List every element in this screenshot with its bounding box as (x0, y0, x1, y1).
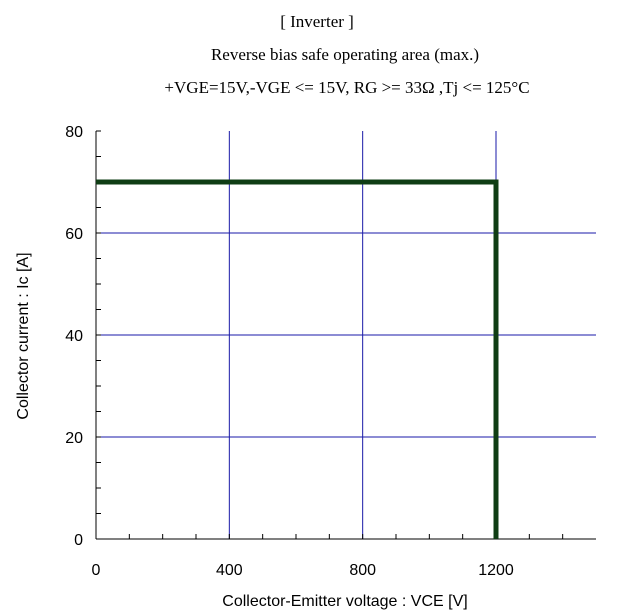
x-tick-label: 400 (216, 562, 243, 579)
y-axis-label: Collector current : Ic [A] (15, 252, 32, 419)
x-tick-label: 1200 (478, 562, 514, 579)
y-tick-label: 40 (65, 328, 83, 345)
chart-title: [ Inverter ] (280, 12, 354, 31)
rbsoa-boundary-line (96, 179, 499, 539)
plot-area: 0 400 800 1200 0 20 40 60 80 (65, 124, 596, 579)
x-tick-label: 800 (349, 562, 376, 579)
x-tick-label: 0 (92, 562, 101, 579)
y-tick-label: 0 (74, 532, 83, 549)
chart-subtitle: Reverse bias safe operating area (max.) (211, 45, 479, 64)
y-tick-label: 80 (65, 124, 83, 141)
chart-conditions: +VGE=15V,-VGE <= 15V, RG >= 33Ω ,Tj <= 1… (164, 78, 529, 97)
y-tick-label: 60 (65, 226, 83, 243)
y-tick-label: 20 (65, 430, 83, 447)
x-axis-label: Collector-Emitter voltage : VCE [V] (222, 593, 467, 610)
